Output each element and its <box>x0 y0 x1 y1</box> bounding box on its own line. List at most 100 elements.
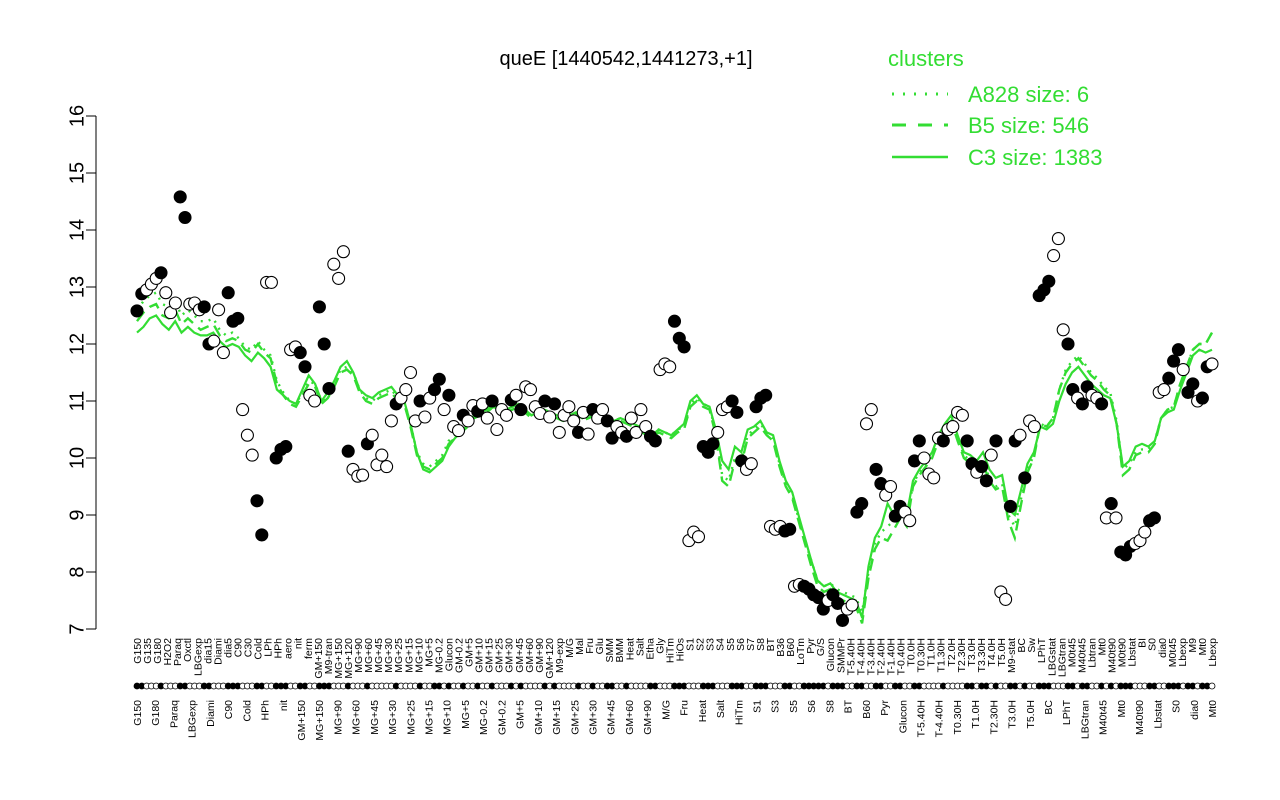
y-tick-label: 11 <box>66 391 88 412</box>
legend-entry-label: C3 size: 1383 <box>968 145 1103 170</box>
x-tick-label: M9 <box>1187 638 1199 653</box>
data-point <box>418 410 432 424</box>
data-point <box>240 428 254 442</box>
x-tick-label: MG+25 <box>393 638 405 673</box>
cluster-lines <box>136 291 1214 624</box>
data-point <box>332 271 346 285</box>
x-tick-label: G/S <box>815 638 827 656</box>
x-tick-label: S6 <box>735 638 747 651</box>
data-point <box>207 334 221 348</box>
data-point <box>567 414 581 428</box>
x-tick-label: MG+90 <box>353 638 365 673</box>
data-point <box>236 403 250 417</box>
x-tick-label: GM+30 <box>504 638 516 673</box>
x-tick-label: S8 <box>755 638 767 651</box>
x-tick-label: T2.0H <box>946 638 958 667</box>
x-tick-label: S7 <box>745 638 757 651</box>
data-point <box>903 514 917 528</box>
data-point <box>221 286 235 300</box>
data-point <box>130 304 144 318</box>
x-tick-label: T2.30H <box>988 700 1000 734</box>
x-tick-label: MG+150 <box>333 638 345 679</box>
x-tick-label: MG+45 <box>369 700 381 735</box>
data-point <box>159 286 173 300</box>
data-point <box>581 427 595 441</box>
legend-title: clusters <box>888 46 964 71</box>
data-point <box>855 497 869 511</box>
x-tick-label: MG+120 <box>343 638 355 679</box>
x-tick-label: B60 <box>785 638 797 657</box>
x-tick-label: LBGexp <box>192 638 204 676</box>
x-tick-label: Mal <box>574 638 586 655</box>
data-point <box>759 388 773 402</box>
data-point <box>312 300 326 314</box>
x-tick-label: MG+30 <box>387 700 399 735</box>
x-tick-label: GM+5 <box>515 700 527 729</box>
data-point <box>667 314 682 328</box>
x-tick-label: MG+90 <box>332 700 344 735</box>
data-point <box>927 471 941 485</box>
data-point <box>883 479 898 494</box>
data-point <box>1186 377 1200 391</box>
x-tick-label: Heat <box>697 700 709 722</box>
x-tick-label: GM+30 <box>588 700 600 735</box>
x-tick-label: T0.0H <box>906 638 918 667</box>
data-point <box>677 340 691 354</box>
x-tick-label: S3 <box>705 638 717 651</box>
data-point <box>547 397 562 411</box>
x-tick-label: LPh <box>263 638 275 657</box>
data-point <box>293 346 307 360</box>
x-tick-label: GM+90 <box>534 638 546 673</box>
x-tick-label: M0t45 <box>1167 638 1179 667</box>
data-point <box>1056 323 1070 337</box>
data-point <box>1051 232 1065 246</box>
data-point <box>375 448 389 462</box>
x-tick-label: S5 <box>725 638 737 651</box>
x-tick-label: Oxctl <box>182 638 194 662</box>
x-tick-label: nit <box>278 700 290 711</box>
x-tick-label: Gly <box>654 637 666 654</box>
x-tick-label: T2.30H <box>956 638 968 672</box>
x-tick-label: MG+25 <box>405 700 417 735</box>
x-tick-label: T1.0H <box>926 638 938 667</box>
x-tick-label: GM+10 <box>533 700 545 735</box>
x-tick-label: M/G <box>564 638 576 658</box>
x-tick-label: GM+5 <box>464 638 476 667</box>
x-tick-label: T5.0H <box>1025 700 1037 729</box>
x-tick-label: GM+45 <box>606 700 618 735</box>
data-point <box>403 365 418 380</box>
data-point <box>356 468 370 482</box>
data-point <box>859 417 874 431</box>
data-point <box>216 346 230 360</box>
x-tick-label: T1.0H <box>970 700 982 729</box>
data-point <box>365 428 379 442</box>
x-tick-label: BI <box>1137 638 1149 648</box>
x-tick-label: BT <box>843 699 855 713</box>
x-tick-label: T-4.40H <box>855 638 867 675</box>
x-tick-label: HPh <box>273 638 285 659</box>
data-point <box>1109 511 1123 525</box>
x-tick-label: ferm <box>303 638 315 659</box>
data-point <box>595 403 610 417</box>
legend-entry-label: A828 size: 6 <box>968 82 1089 107</box>
x-tick-label: HiOs <box>675 638 687 661</box>
data-point <box>989 434 1003 448</box>
y-tick-label: 16 <box>66 105 88 127</box>
data-point <box>509 388 523 402</box>
data-point <box>605 431 619 445</box>
x-tick-label: GM+45 <box>514 638 526 673</box>
x-tick-label: M9-stat <box>1006 638 1018 673</box>
x-tick-label: GM-0.2 <box>454 638 466 673</box>
data-point <box>1027 420 1041 434</box>
data-point <box>648 434 662 448</box>
x-tick-label: H2O2 <box>162 638 174 666</box>
x-tick-label: S1 <box>685 638 697 651</box>
data-point <box>341 444 355 458</box>
x-tick-label: MG+60 <box>363 638 375 673</box>
data-point <box>783 522 797 536</box>
y-axis: 7 8 9 10 11 12 13 14 15 16 <box>66 105 97 635</box>
x-tick-label: G135 <box>142 638 154 664</box>
x-tick-label: aero <box>283 638 295 659</box>
x-tick-label: MG+10 <box>413 638 425 673</box>
x-tick-label: Heat <box>624 638 636 660</box>
